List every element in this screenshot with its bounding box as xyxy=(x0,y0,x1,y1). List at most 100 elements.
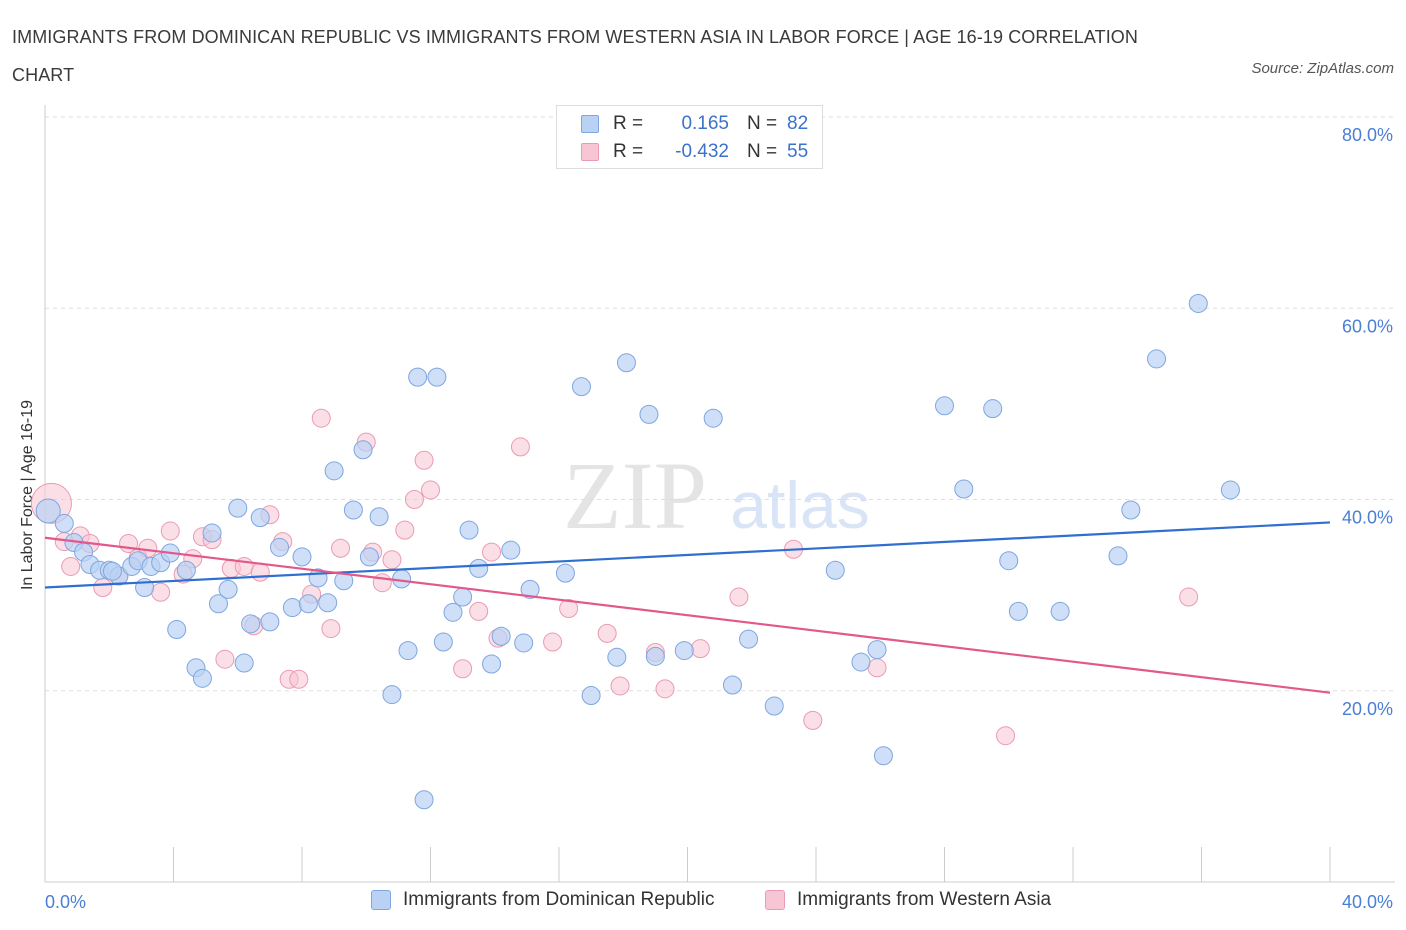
legend-n-value: 55 xyxy=(787,141,809,162)
point-dominican xyxy=(192,668,212,688)
point-dominican xyxy=(433,632,453,652)
legend-n-value: 82 xyxy=(787,113,809,134)
point-western-asia xyxy=(729,587,749,607)
y-tick-label: 40.0% xyxy=(1342,508,1393,528)
point-dominican xyxy=(501,540,521,560)
point-dominican xyxy=(270,537,290,557)
point-western-asia xyxy=(803,710,823,730)
point-dominican xyxy=(54,513,74,533)
tick-labels: 20.0% 40.0% 60.0% 80.0% 0.0% 40.0% xyxy=(45,125,1393,912)
legend-swatch-pink xyxy=(765,890,785,910)
legend-r-label: R = xyxy=(613,113,644,134)
point-dominican xyxy=(581,686,601,706)
series-dominican-republic xyxy=(35,293,1240,810)
point-western-asia xyxy=(289,669,309,689)
watermark: ZIP atlas xyxy=(563,442,870,549)
point-dominican xyxy=(318,593,338,613)
point-western-asia xyxy=(610,676,630,696)
point-dominican xyxy=(228,498,248,518)
y-tick-label: 20.0% xyxy=(1342,699,1393,719)
trend-line-dominican xyxy=(44,521,1331,589)
point-dominican xyxy=(382,685,402,705)
legend-swatch-blue xyxy=(371,890,391,910)
point-dominican xyxy=(722,675,742,695)
point-dominican xyxy=(1050,601,1070,621)
point-dominican xyxy=(282,598,302,618)
legend-item-label: Immigrants from Western Asia xyxy=(797,889,1052,910)
point-western-asia xyxy=(382,550,402,570)
x-tick-label: 40.0% xyxy=(1342,892,1393,912)
legend-item-western-asia: Immigrants from Western Asia xyxy=(765,889,1051,911)
trend-line-western-asia xyxy=(44,536,1331,694)
point-dominican xyxy=(353,440,373,460)
legend-n-label: N = xyxy=(747,113,778,134)
point-western-asia xyxy=(414,450,434,470)
point-dominican xyxy=(482,654,502,674)
point-dominican xyxy=(250,508,270,528)
legend-n-label: N = xyxy=(747,141,778,162)
watermark-zip: ZIP xyxy=(563,442,707,549)
point-dominican xyxy=(369,507,389,527)
point-dominican xyxy=(453,587,473,607)
point-dominican xyxy=(1108,546,1128,566)
point-dominican xyxy=(520,579,540,599)
trend-lines xyxy=(44,521,1331,694)
point-dominican xyxy=(392,569,412,589)
point-dominican xyxy=(1008,601,1028,621)
point-western-asia xyxy=(311,408,331,428)
series-legend: Immigrants from Dominican Republic Immig… xyxy=(0,889,1406,915)
watermark-atlas: atlas xyxy=(730,468,869,542)
point-western-asia xyxy=(372,573,392,593)
point-western-asia xyxy=(250,562,270,582)
point-dominican xyxy=(167,620,187,640)
point-western-asia xyxy=(482,542,502,562)
point-dominican xyxy=(298,594,318,614)
point-dominican xyxy=(867,640,887,660)
chart-title: IMMIGRANTS FROM DOMINICAN REPUBLIC VS IM… xyxy=(12,27,1138,85)
legend-r-value: -0.432 xyxy=(675,141,729,162)
point-dominican xyxy=(851,652,871,672)
point-dominican xyxy=(555,563,575,583)
point-dominican xyxy=(739,629,759,649)
point-western-asia xyxy=(597,623,617,643)
source-note: Source: ZipAtlas.com xyxy=(1251,60,1394,77)
point-dominican xyxy=(607,647,627,667)
point-dominican xyxy=(292,547,312,567)
point-dominican xyxy=(1147,349,1167,369)
point-dominican xyxy=(359,547,379,567)
point-dominican xyxy=(414,790,434,810)
point-western-asia xyxy=(867,658,887,678)
point-western-asia xyxy=(655,679,675,699)
point-western-asia xyxy=(559,599,579,619)
point-dominican xyxy=(645,646,665,666)
point-dominican xyxy=(1220,480,1240,500)
point-western-asia xyxy=(421,480,440,500)
point-dominican xyxy=(408,367,428,387)
point-western-asia xyxy=(690,639,710,659)
point-western-asia xyxy=(453,659,473,679)
point-dominican xyxy=(202,523,222,543)
point-dominican xyxy=(443,602,463,622)
point-dominican xyxy=(398,641,418,661)
point-dominican xyxy=(954,479,974,499)
point-western-asia xyxy=(61,556,81,576)
legend-r-label: R = xyxy=(613,141,644,162)
point-dominican xyxy=(1188,293,1208,313)
legend-swatch-pink xyxy=(581,143,599,161)
point-dominican xyxy=(459,520,479,540)
point-dominican xyxy=(324,461,344,481)
point-dominican xyxy=(260,612,280,632)
point-dominican xyxy=(241,614,261,634)
point-dominican xyxy=(983,399,1003,419)
point-dominican xyxy=(343,500,363,520)
point-western-asia xyxy=(331,538,351,558)
point-western-asia xyxy=(93,577,113,597)
point-dominican xyxy=(234,653,254,673)
point-western-asia xyxy=(1179,587,1199,607)
legend-row-western-asia: R = -0.432 N = 55 xyxy=(581,139,808,165)
point-dominican xyxy=(514,633,534,653)
legend-row-dominican: R = 0.165 N = 82 xyxy=(581,111,808,137)
correlation-legend: R = 0.165 N = 82 R = -0.432 N = 55 xyxy=(556,105,823,169)
legend-r-value: 0.165 xyxy=(681,113,729,134)
